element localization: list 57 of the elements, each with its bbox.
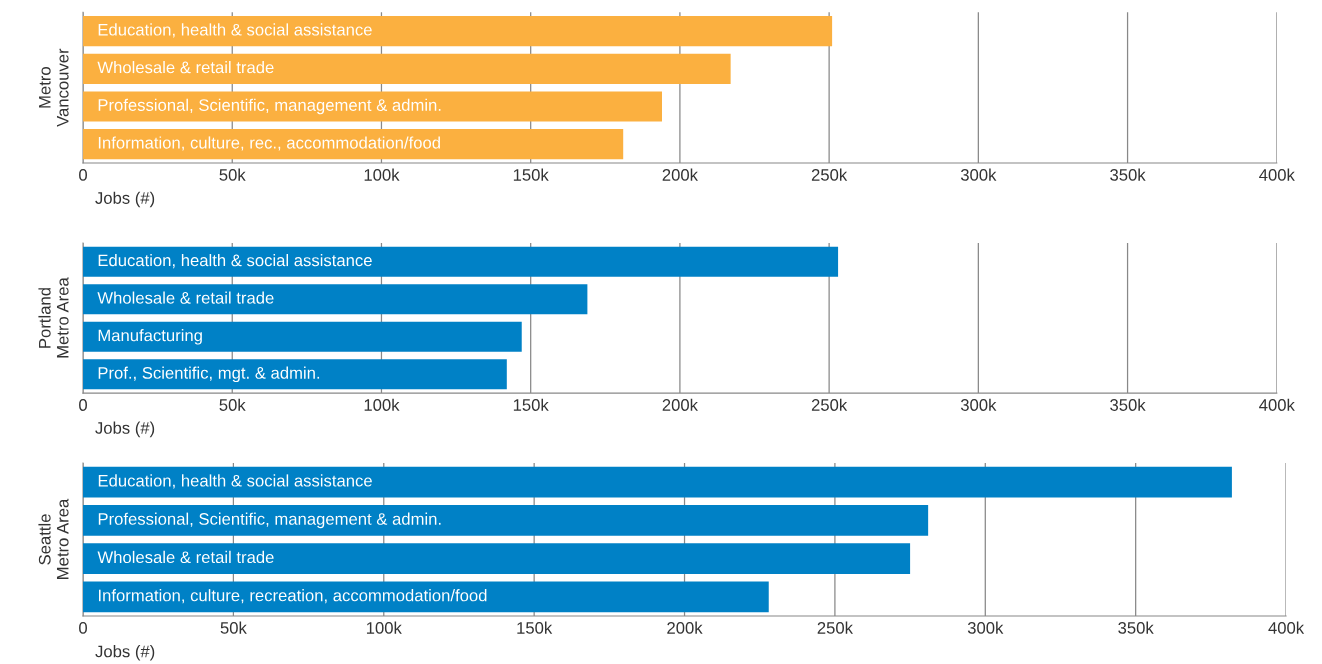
x-tick-label: 200k	[662, 398, 698, 411]
bar	[83, 321, 522, 352]
bar	[83, 466, 1232, 498]
x-tick-label: 150k	[513, 398, 549, 411]
y-tick-label: Information, culture, recreation, accommodation/food	[99, 589, 487, 604]
bar	[83, 16, 833, 47]
x-tick-label: 200k	[662, 168, 698, 181]
bar	[83, 246, 839, 277]
y-tick-label: Professional, Scientific, management & admin.	[98, 512, 441, 529]
x-axis-title: Jobs (#)	[95, 645, 155, 661]
x-tick-label: 50k	[219, 168, 246, 181]
x-tick-label: 250k	[817, 621, 853, 634]
y-tick-label: Education, health & social assistance	[98, 474, 372, 489]
y-axis-title: Portland Metro Area	[38, 277, 69, 358]
x-tick-label: 50k	[219, 398, 246, 411]
y-tick-label: Professional, Scientific, management & admin.	[98, 98, 441, 115]
bar	[83, 53, 731, 84]
x-tick-label: 100k	[366, 621, 402, 634]
x-axis-title: Jobs (#)	[95, 421, 155, 438]
x-tick-label: 350k	[1110, 168, 1146, 181]
x-tick-label: 0	[79, 169, 87, 181]
bar	[83, 543, 911, 574]
x-tick-label: 0	[79, 621, 87, 634]
x-tick-label: 250k	[811, 168, 848, 181]
y-tick-label: Wholesale & retail trade	[97, 61, 274, 74]
x-tick-label: 100k	[364, 168, 400, 181]
x-tick-label: 150k	[513, 168, 549, 181]
x-tick-label: 400k	[1268, 621, 1305, 634]
bar	[83, 91, 662, 122]
x-tick-label: 150k	[517, 621, 553, 634]
x-tick-label: 100k	[364, 398, 400, 411]
bar	[83, 359, 507, 390]
y-axis-title: Metro Vancouver	[39, 48, 69, 127]
y-tick-label: Wholesale & retail trade	[97, 550, 274, 564]
y-tick-label: Manufacturing	[98, 329, 202, 345]
y-tick-label: Wholesale & retail trade	[97, 291, 274, 304]
x-tick-label: 200k	[667, 621, 703, 634]
x-tick-label: 300k	[960, 398, 997, 411]
x-tick-label: 50k	[220, 621, 247, 634]
x-tick-label: 300k	[960, 168, 997, 181]
x-tick-label: 250k	[811, 398, 848, 411]
y-axis-title: Seattle Metro Area	[38, 498, 69, 579]
bar	[83, 284, 588, 315]
y-tick-label: Education, health & social assistance	[98, 254, 372, 269]
x-tick-label: 400k	[1259, 168, 1295, 181]
x-tick-label: 400k	[1259, 398, 1295, 411]
bar	[83, 505, 929, 536]
x-tick-label: 350k	[1118, 621, 1154, 634]
x-tick-label: 350k	[1110, 398, 1146, 411]
y-tick-label: Prof., Scientific, mgt. & admin.	[98, 366, 320, 383]
bar	[83, 581, 769, 613]
y-tick-label: Information, culture, rec., accommodation/food	[98, 136, 440, 151]
y-tick-label: Education, health & social assistance	[98, 23, 372, 38]
x-axis-title: Jobs (#)	[95, 191, 155, 208]
bar	[83, 129, 624, 160]
x-tick-label: 0	[79, 399, 87, 411]
x-tick-label: 300k	[967, 621, 1004, 634]
